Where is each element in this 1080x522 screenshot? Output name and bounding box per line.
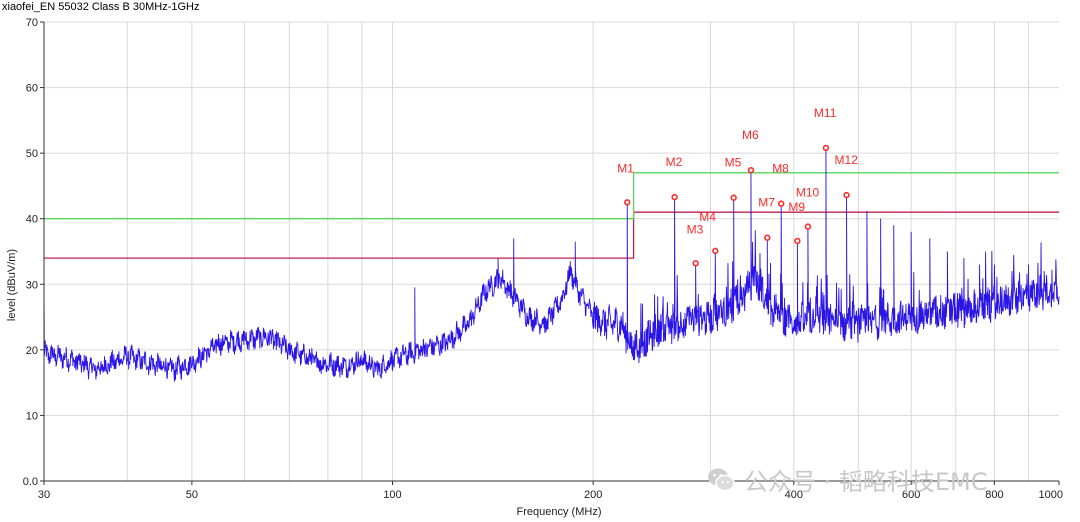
grid: [44, 21, 1059, 481]
x-tick-label: 1000: [1039, 489, 1063, 501]
marker-label-m2: M2: [666, 155, 683, 169]
marker-m9: [794, 237, 801, 245]
chart-title: xiaofei_EN 55032 Class B 30MHz-1GHz: [2, 1, 200, 13]
marker-label-m1: M1: [617, 161, 634, 175]
x-tick-label: 400: [785, 489, 803, 501]
spectrum-trace: [43, 147, 1060, 382]
marker-m5: [730, 194, 737, 201]
y-tick-label: 20: [26, 345, 38, 357]
y-tick-label: 30: [26, 279, 38, 291]
x-tick-label: 50: [186, 489, 198, 501]
marker-m2: [671, 193, 678, 201]
marker-label-m11: M11: [814, 106, 837, 120]
marker-m11: [822, 144, 830, 152]
measured-spectrum-line: [43, 147, 1060, 382]
watermark: 公众号 · 韬略科技EMC: [706, 462, 988, 497]
marker-label-m12: M12: [835, 153, 859, 167]
marker-m8: [778, 200, 785, 207]
y-tick-label: 60: [26, 83, 38, 95]
x-axis-title: Frequency (MHz): [517, 506, 602, 518]
marker-label-m7: M7: [758, 196, 775, 210]
x-tick-label: 30: [38, 489, 50, 501]
y-tick-label: 40: [26, 214, 38, 226]
limit-lines: [44, 172, 1059, 259]
x-tick-label: 800: [985, 489, 1003, 501]
marker-m1: [624, 199, 631, 206]
tick-labels: 0.0 10 20 30 40 50 60 70 30 50 100 200 400 600 800 1000: [23, 17, 1063, 501]
marker-label-m5: M5: [725, 156, 742, 170]
y-tick-label: 10: [26, 410, 38, 422]
axes: [40, 21, 1060, 485]
y-tick-label: 70: [26, 17, 38, 29]
marker-label-m8: M8: [772, 162, 789, 176]
wechat-icon: [708, 468, 735, 491]
watermark-text: 公众号 · 韬略科技EMC: [744, 468, 988, 496]
x-tick-label: 200: [584, 489, 602, 501]
limit-average-line: [44, 172, 1059, 220]
marker-m4: [712, 247, 719, 255]
marker-label-m4: M4: [699, 210, 716, 224]
marker-label-m9: M9: [788, 200, 805, 214]
marker-m7: [764, 234, 771, 241]
y-tick-label: 50: [26, 148, 38, 160]
x-tick-label: 600: [902, 489, 920, 501]
marker-m3: [692, 260, 699, 267]
marker-m12: [843, 191, 850, 199]
marker-m10: [804, 223, 812, 230]
marker-label-m3: M3: [687, 222, 704, 236]
y-axis-title: level (dBuV/m): [6, 249, 18, 321]
marker-label-m6: M6: [742, 128, 759, 142]
marker-m6: [747, 166, 755, 174]
y-tick-label: 0.0: [23, 476, 38, 488]
x-tick-label: 100: [383, 489, 401, 501]
marker-label-m10: M10: [796, 186, 820, 200]
